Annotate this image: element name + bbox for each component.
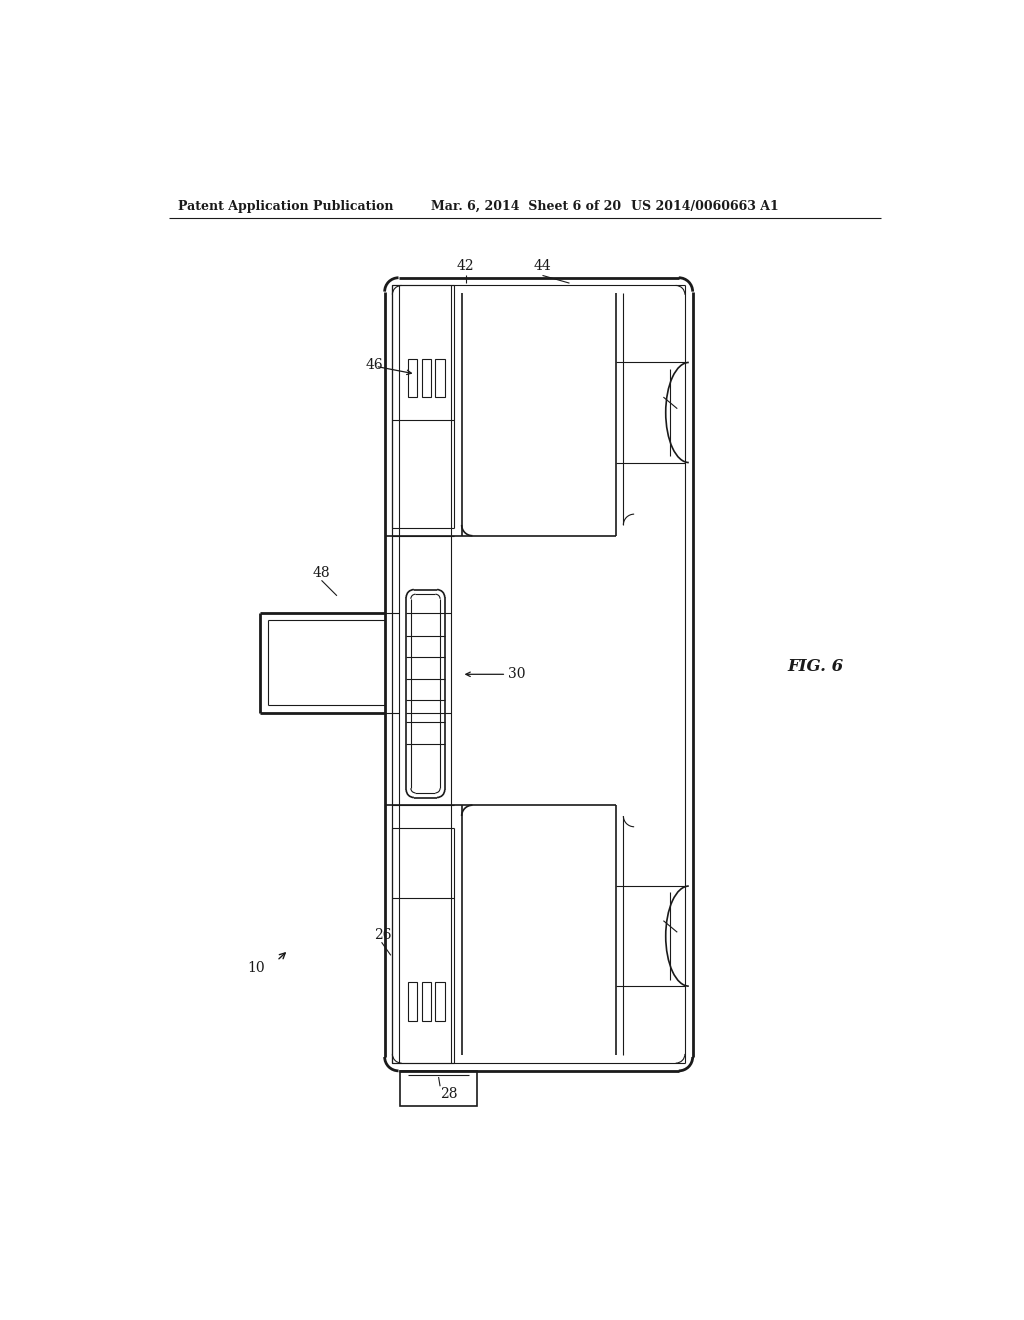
Bar bbox=[408, 359, 417, 397]
Text: Mar. 6, 2014  Sheet 6 of 20: Mar. 6, 2014 Sheet 6 of 20 bbox=[431, 199, 621, 213]
Text: Patent Application Publication: Patent Application Publication bbox=[178, 199, 394, 213]
Text: 28: 28 bbox=[440, 1086, 458, 1101]
Text: 26: 26 bbox=[374, 928, 391, 941]
Text: 30: 30 bbox=[508, 668, 525, 681]
Text: 46: 46 bbox=[366, 358, 383, 372]
Bar bbox=[408, 982, 417, 1020]
Text: 10: 10 bbox=[248, 961, 265, 975]
Text: 44: 44 bbox=[534, 259, 551, 273]
Text: US 2014/0060663 A1: US 2014/0060663 A1 bbox=[631, 199, 779, 213]
Bar bbox=[400, 1071, 477, 1106]
Bar bbox=[422, 359, 431, 397]
Text: 42: 42 bbox=[457, 259, 474, 273]
Bar bbox=[435, 359, 444, 397]
Text: 48: 48 bbox=[312, 566, 330, 579]
Text: FIG. 6: FIG. 6 bbox=[787, 659, 844, 675]
Bar bbox=[422, 982, 431, 1020]
Bar bbox=[435, 982, 444, 1020]
